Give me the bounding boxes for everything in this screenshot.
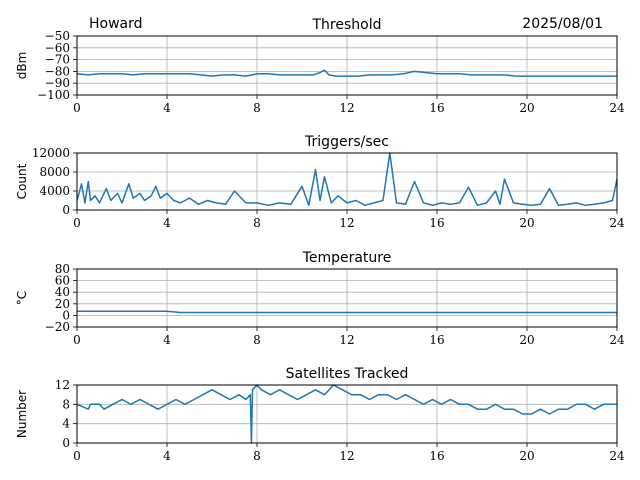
satellites-ytick-label: 8	[62, 397, 70, 411]
station-name: Howard	[89, 16, 143, 32]
triggers-xtick-label: 16	[429, 216, 444, 230]
satellites-xtick-label: 8	[253, 449, 261, 463]
threshold-series-line	[76, 69, 617, 77]
satellites-ylabel: Number	[15, 390, 29, 438]
threshold-ytick-label: −70	[45, 53, 70, 67]
satellites-xtick-label: 20	[519, 449, 534, 463]
temperature-ytick-label: 20	[55, 297, 70, 311]
triggers-xtick-label: 4	[163, 216, 171, 230]
satellites-xtick-label: 12	[339, 449, 354, 463]
temperature-ytick-label: 60	[55, 274, 70, 288]
threshold-ytick-label: −50	[45, 29, 70, 43]
threshold-xtick-label: 16	[429, 101, 444, 115]
temperature-ylabel: °C	[15, 291, 29, 305]
satellites-xtick-label: 4	[163, 449, 171, 463]
triggers-title: Triggers/sec	[304, 134, 389, 150]
threshold-xtick-label: 24	[609, 101, 625, 115]
satellites-xtick-label: 16	[429, 449, 444, 463]
threshold-ytick-label: −90	[45, 76, 70, 90]
triggers-ylabel: Count	[15, 163, 29, 199]
temperature-ytick-label: 40	[55, 285, 70, 299]
triggers-xtick-label: 8	[253, 216, 261, 230]
threshold-xtick-label: 12	[339, 101, 354, 115]
temperature-xtick-label: 12	[339, 333, 354, 347]
temperature-ytick-label: 0	[62, 308, 70, 322]
triggers-ytick-label: 12000	[32, 146, 70, 160]
temperature-title: Temperature	[302, 250, 392, 266]
satellites-series-line	[76, 384, 617, 444]
satellites-xtick-label: 24	[609, 449, 625, 463]
temperature-ytick-label: −20	[45, 320, 70, 334]
threshold-xtick-label: 4	[163, 101, 171, 115]
satellites-ytick-label: 12	[55, 378, 70, 392]
triggers-xtick-label: 12	[339, 216, 354, 230]
temperature-series-line	[77, 310, 617, 314]
threshold-panel: 0 4 8 12 16 20 24 −100−90−80−70−60−50 Threshold d…	[15, 17, 625, 115]
triggers-xtick-label: 0	[73, 216, 81, 230]
date-label: 2025/08/01	[522, 16, 603, 32]
temperature-xtick-label: 16	[429, 333, 444, 347]
triggers-panel: 0 4 8 12 16 20 24 0 4000 8000 12000 Triggers/sec Cou…	[15, 134, 625, 230]
threshold-ytick-label: −60	[45, 41, 70, 55]
triggers-xtick-label: 20	[519, 216, 534, 230]
temperature-xtick-label: 24	[609, 333, 625, 347]
satellites-panel: 0 4 8 12 16 20 24 0 4 8 12 Satellites Tracked Number	[15, 366, 625, 463]
triggers-xtick-label: 24	[609, 216, 625, 230]
temperature-ytick-label: 80	[55, 262, 70, 276]
threshold-xtick-label: 8	[253, 101, 261, 115]
triggers-series-line	[76, 152, 618, 207]
temperature-xtick-label: 20	[519, 333, 534, 347]
triggers-ytick-label: 0	[62, 203, 70, 217]
threshold-ytick-label: −100	[37, 88, 70, 102]
satellites-ytick-label: 4	[62, 417, 70, 431]
threshold-title: Threshold	[312, 17, 382, 33]
temperature-xtick-label: 0	[73, 333, 81, 347]
satellites-title: Satellites Tracked	[286, 366, 409, 382]
temperature-xtick-label: 4	[163, 333, 171, 347]
satellites-ytick-label: 0	[62, 436, 70, 450]
threshold-ylabel: dBm	[15, 52, 29, 80]
threshold-xtick-label: 20	[519, 101, 534, 115]
temperature-xtick-label: 8	[253, 333, 261, 347]
threshold-ytick-label: −80	[45, 64, 70, 78]
satellites-xtick-label: 0	[73, 449, 81, 463]
triggers-ytick-label: 8000	[39, 165, 70, 179]
triggers-ytick-label: 4000	[39, 184, 70, 198]
threshold-xtick-label: 0	[73, 101, 81, 115]
